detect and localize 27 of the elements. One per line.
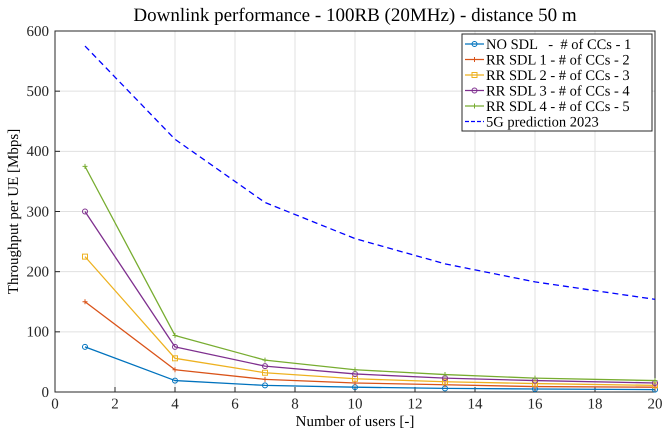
chart-title: Downlink performance - 100RB (20MHz) - distance 50 m [133, 5, 577, 26]
y-tick-label: 600 [26, 24, 49, 40]
y-tick-label: 300 [26, 204, 49, 220]
x-tick-label: 20 [648, 396, 662, 413]
y-tick-label: 400 [26, 144, 49, 160]
x-tick-label: 12 [408, 396, 422, 413]
x-tick-label: 10 [348, 396, 362, 413]
x-tick-label: 18 [588, 396, 602, 413]
legend-label: 5G prediction 2023 [486, 114, 599, 130]
legend-label: RR SDL 4 - # of CCs - 5 [486, 99, 630, 115]
legend-label: NO SDL - # of CCs - 1 [486, 37, 632, 53]
legend-label: RR SDL 2 - # of CCs - 3 [486, 68, 630, 84]
legend-label: RR SDL 3 - # of CCs - 4 [486, 84, 630, 100]
legend-label: RR SDL 1 - # of CCs - 2 [486, 52, 630, 68]
x-tick-label: 4 [171, 396, 180, 413]
y-tick-label: 500 [26, 84, 49, 100]
y-tick-label: 200 [26, 264, 49, 280]
y-tick-label: 0 [42, 384, 49, 401]
x-tick-label: 0 [51, 396, 59, 413]
x-tick-label: 14 [468, 396, 483, 413]
x-axis-title: Number of users [-] [296, 414, 414, 430]
x-tick-label: 8 [291, 396, 299, 413]
x-tick-label: 6 [231, 396, 240, 413]
x-tick-label: 16 [528, 396, 543, 413]
y-tick-label: 100 [26, 324, 49, 341]
y-axis-title: Throughput per UE [Mbps] [6, 128, 22, 294]
x-tick-label: 2 [111, 396, 119, 413]
